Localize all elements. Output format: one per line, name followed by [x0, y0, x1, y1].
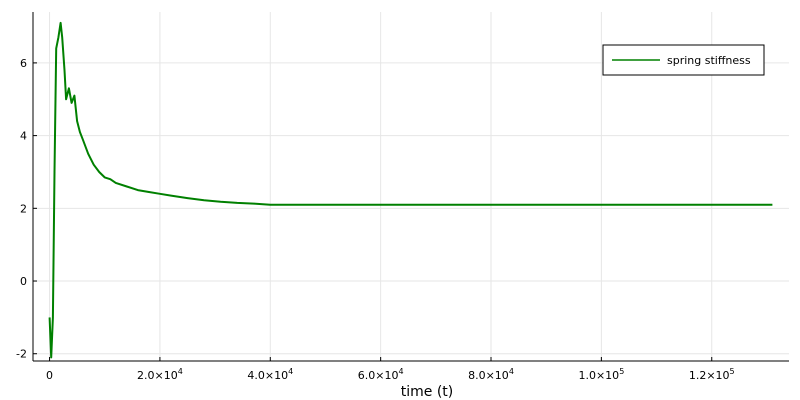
series-line [48, 21, 773, 359]
y-tick-label: 2 [20, 202, 27, 215]
y-tick-label: -2 [16, 348, 27, 361]
x-tick-label: 2.0×104 [137, 367, 183, 382]
tick-labels: 0 2.0×104 4.0×104 6.0×104 8.0×104 1.0×105 1.2×… [16, 57, 735, 382]
x-tick-label: 8.0×104 [468, 367, 514, 382]
y-tick-label: 6 [20, 57, 27, 70]
grid-layer [33, 12, 789, 361]
axes [32, 12, 789, 362]
legend: spring stiffness [602, 44, 765, 76]
y-tick-label: 0 [20, 275, 27, 288]
y-tick-label: 4 [20, 130, 27, 143]
x-tick-label: 1.2×105 [689, 367, 735, 382]
x-tick-label: 1.0×105 [578, 367, 624, 382]
x-tick-label: 4.0×104 [247, 367, 293, 382]
x-tick-label: 6.0×104 [358, 367, 404, 382]
x-axis-title: time (t) [401, 384, 454, 400]
legend-label: spring stiffness [667, 54, 751, 67]
x-tick-label: 0 [46, 369, 53, 382]
series-layer [48, 21, 773, 359]
